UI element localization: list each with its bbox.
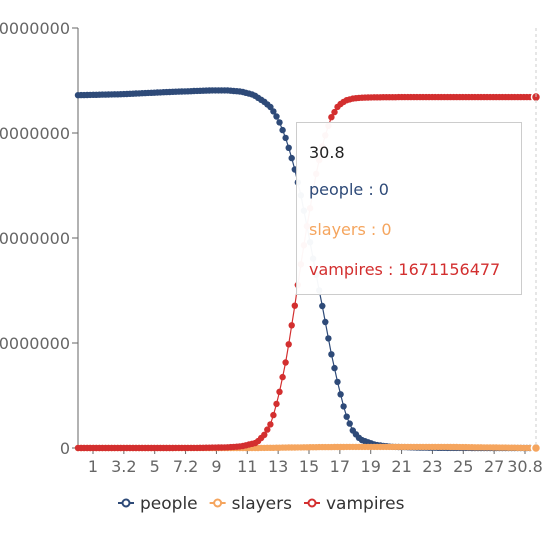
y-tick-label: 0000000 (0, 334, 70, 353)
data-point-vampires (288, 322, 295, 329)
tooltip-row-people: people : 0 (309, 180, 389, 199)
data-point-people (279, 126, 286, 134)
y-tick-label: 0000000 (0, 124, 70, 143)
x-tick-label: 1 (88, 457, 98, 476)
legend-item-slayers[interactable]: slayers (209, 494, 293, 514)
data-point-people (328, 351, 335, 358)
data-point-vampires (282, 359, 289, 366)
data-point-people (273, 113, 280, 120)
x-tick-label: 21 (391, 457, 411, 476)
x-tick-label: 23 (422, 457, 442, 476)
x-tick-label: 30.8 (507, 457, 543, 476)
x-tick-label: 13 (268, 457, 288, 476)
legend-item-vampires[interactable]: vampires (304, 494, 405, 514)
data-point-vampires (261, 431, 268, 438)
data-point-people (319, 302, 326, 310)
legend-marker-icon (213, 498, 223, 508)
legend-marker-icon (121, 498, 131, 508)
x-tick-label: 7.2 (173, 457, 198, 476)
data-point-vampires (276, 388, 283, 395)
data-point-people (337, 391, 344, 398)
legend-marker-icon (307, 498, 317, 508)
data-point-people (340, 403, 347, 410)
data-point-vampires (273, 400, 280, 408)
x-tick-label: 27 (484, 457, 504, 476)
chart-tooltip: 30.8 people : 0 slayers : 0 vampires : 1… (296, 122, 522, 295)
x-tick-label: 17 (330, 457, 350, 476)
legend-label: vampires (326, 494, 405, 514)
data-point-vampires (264, 426, 271, 433)
tooltip-row-slayers: slayers : 0 (309, 220, 392, 239)
tooltip-row-vampires: vampires : 1671156477 (309, 260, 501, 279)
data-point-vampires (285, 341, 292, 348)
legend-label: slayers (232, 494, 293, 514)
data-point-people (334, 378, 341, 386)
data-point-people (322, 318, 329, 326)
y-tick-label: 0000000 (0, 19, 70, 38)
x-tick-label: 5 (150, 457, 160, 476)
data-point-vampires (291, 302, 298, 309)
data-point-people (288, 154, 295, 162)
tooltip-label: 30.8 (309, 143, 345, 162)
data-point-vampires (270, 411, 277, 419)
y-tick-label: 0 (60, 439, 70, 458)
data-point-people (282, 134, 289, 142)
legend-item-people[interactable]: people (118, 494, 198, 514)
data-point-vampires (328, 114, 335, 121)
data-point-people (270, 108, 277, 115)
legend[interactable]: people slayers vampires (118, 494, 405, 514)
x-tick-label: 11 (237, 457, 257, 476)
data-point-vampires (279, 373, 286, 381)
data-point-people (285, 144, 292, 151)
x-tick-label: 19 (361, 457, 381, 476)
y-tick-label: 0000000 (0, 229, 70, 248)
data-point-people (325, 335, 332, 342)
x-tick-label: 15 (299, 457, 319, 476)
x-ticks: 1 3.2 5 7.2 9 11 13 15 17 19 21 23 25 27 30.8 (88, 448, 543, 476)
data-point-people (346, 420, 353, 427)
legend-label: people (140, 494, 198, 514)
data-point-vampires (267, 421, 274, 428)
x-tick-label: 9 (211, 457, 221, 476)
data-point-people (343, 413, 350, 420)
x-tick-label: 25 (453, 457, 473, 476)
data-point-people (331, 364, 338, 372)
data-point-people (276, 119, 283, 126)
x-tick-label: 3.2 (111, 457, 136, 476)
data-point-vampires (331, 108, 338, 116)
